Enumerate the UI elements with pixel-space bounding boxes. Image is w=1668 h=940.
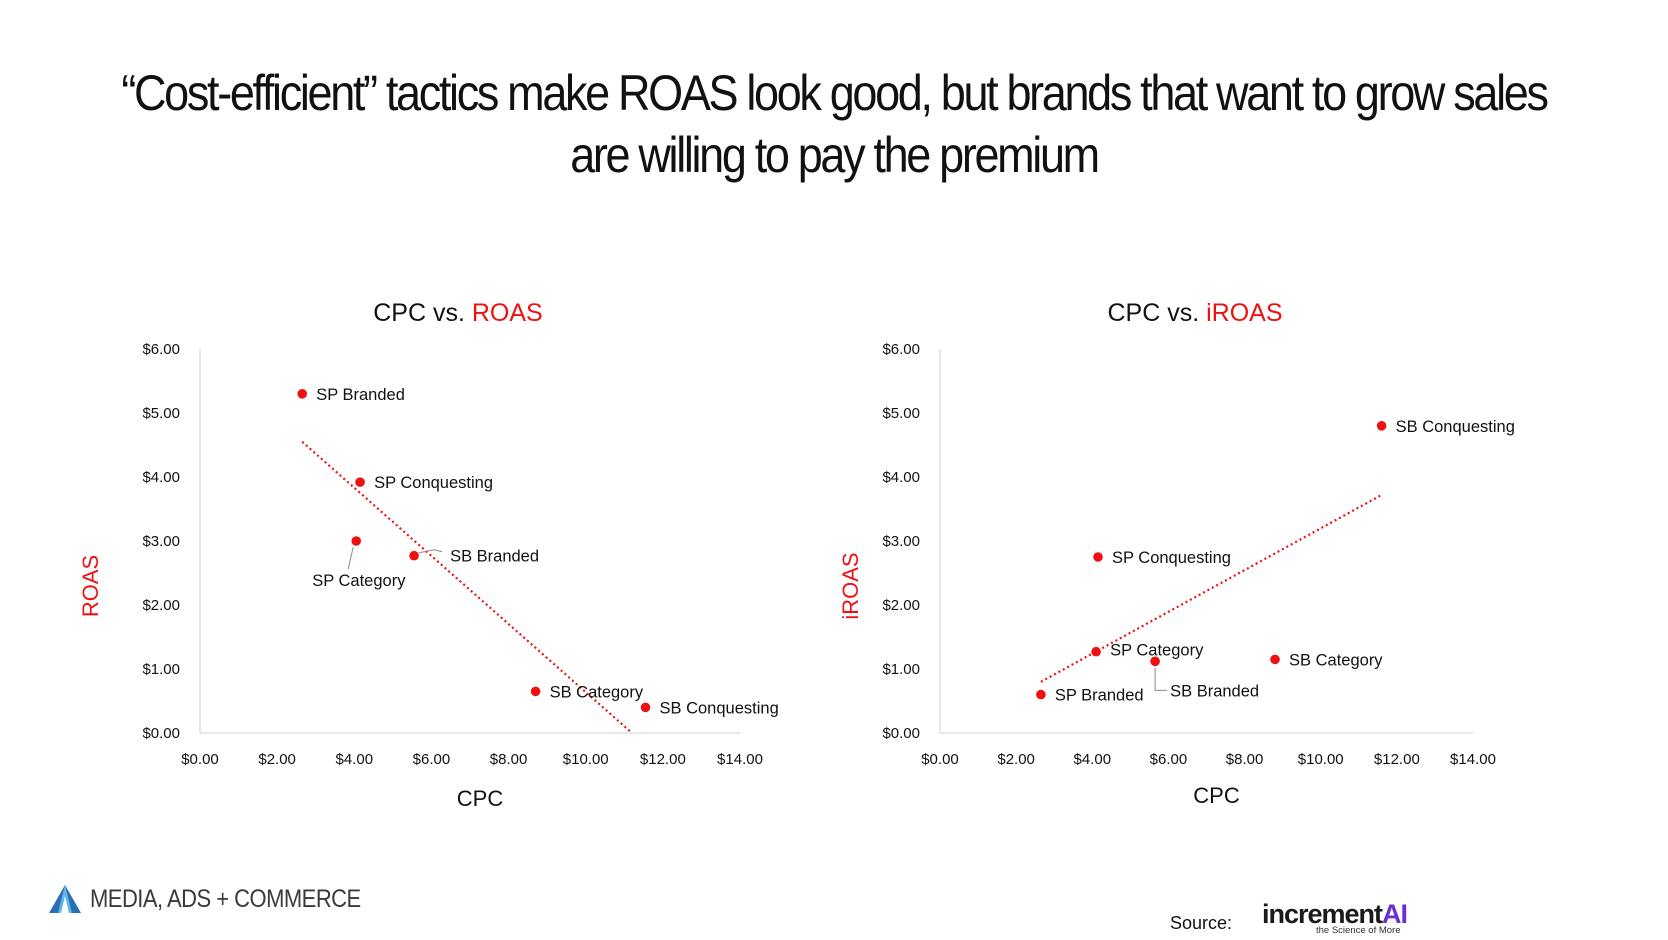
- roas-point-sb-branded: [409, 550, 419, 561]
- roas-trendline: [301, 440, 633, 734]
- roas-point-sb-category: [530, 686, 541, 697]
- roas-y-tick-label: $1.00: [142, 661, 180, 678]
- roas-point-label-sp-conquesting: SP Conquesting: [374, 474, 493, 492]
- slide-title-line-2: are willing to pay the premium: [570, 127, 1100, 183]
- roas-leader-sb-branded: [418, 549, 443, 554]
- slide-title: “Cost-efficient” tactics make ROAS look …: [83, 62, 1584, 186]
- roas-y-tick-label: $0.00: [142, 725, 180, 742]
- roas-point-label-sp-category: SP Category: [312, 572, 406, 590]
- roas-chart-title-highlight: ROAS: [472, 299, 543, 327]
- incrementai-logo: incrementAI the Science of More: [1262, 899, 1408, 936]
- roas-leader-sp-category: [347, 546, 354, 570]
- brand-name: incrementAI: [1262, 899, 1408, 929]
- roas-point-sp-conquesting: [355, 477, 365, 487]
- roas-x-tick-label: $14.00: [717, 751, 763, 768]
- roas-x-tick-label: $0.00: [181, 751, 219, 768]
- roas-x-tick-label: $4.00: [336, 751, 374, 768]
- roas-point-label-sb-category: SB Category: [550, 683, 644, 701]
- roas-point-label-sp-branded: SP Branded: [316, 386, 405, 404]
- roas-y-tick-label: $4.00: [142, 469, 180, 486]
- roas-point-sp-category: [351, 536, 362, 546]
- roas-x-axis-label: CPC: [457, 786, 504, 811]
- triangle-logo-icon: [49, 885, 81, 913]
- roas-x-tick-label: $12.00: [640, 751, 686, 768]
- roas-y-tick-label: $6.00: [142, 341, 180, 358]
- roas-x-tick-label: $2.00: [258, 751, 296, 768]
- roas-y-tick-label: $2.00: [142, 597, 180, 614]
- roas-x-tick-label: $10.00: [563, 751, 609, 768]
- brand-ai: AI: [1382, 899, 1408, 929]
- roas-chart-title: CPC vs. ROAS: [373, 299, 542, 327]
- source-label: Source:: [1170, 913, 1233, 933]
- media-ads-commerce-logo: MEDIA, ADS + COMMERCE: [48, 884, 398, 914]
- brand-main: increment: [1262, 899, 1383, 929]
- roas-y-axis-label: ROAS: [78, 555, 103, 617]
- roas-y-tick-label: $5.00: [142, 405, 180, 422]
- roas-point-label-sb-branded: SB Branded: [450, 548, 539, 566]
- roas-x-tick-label: $6.00: [413, 751, 451, 768]
- roas-point-sp-branded: [297, 389, 308, 399]
- roas-y-tick-label: $3.00: [142, 533, 180, 550]
- roas-chart-title-prefix: CPC vs.: [373, 299, 472, 327]
- slide-title-line-1: “Cost-efficient” tactics make ROAS look …: [121, 65, 1549, 121]
- logo-text: MEDIA, ADS + COMMERCE: [90, 884, 361, 913]
- roas-point-label-sb-conquesting: SB Conquesting: [660, 699, 779, 717]
- roas-x-tick-label: $8.00: [490, 751, 528, 768]
- brand-tagline: the Science of More: [1316, 925, 1401, 936]
- roas-point-sb-conquesting: [640, 702, 651, 713]
